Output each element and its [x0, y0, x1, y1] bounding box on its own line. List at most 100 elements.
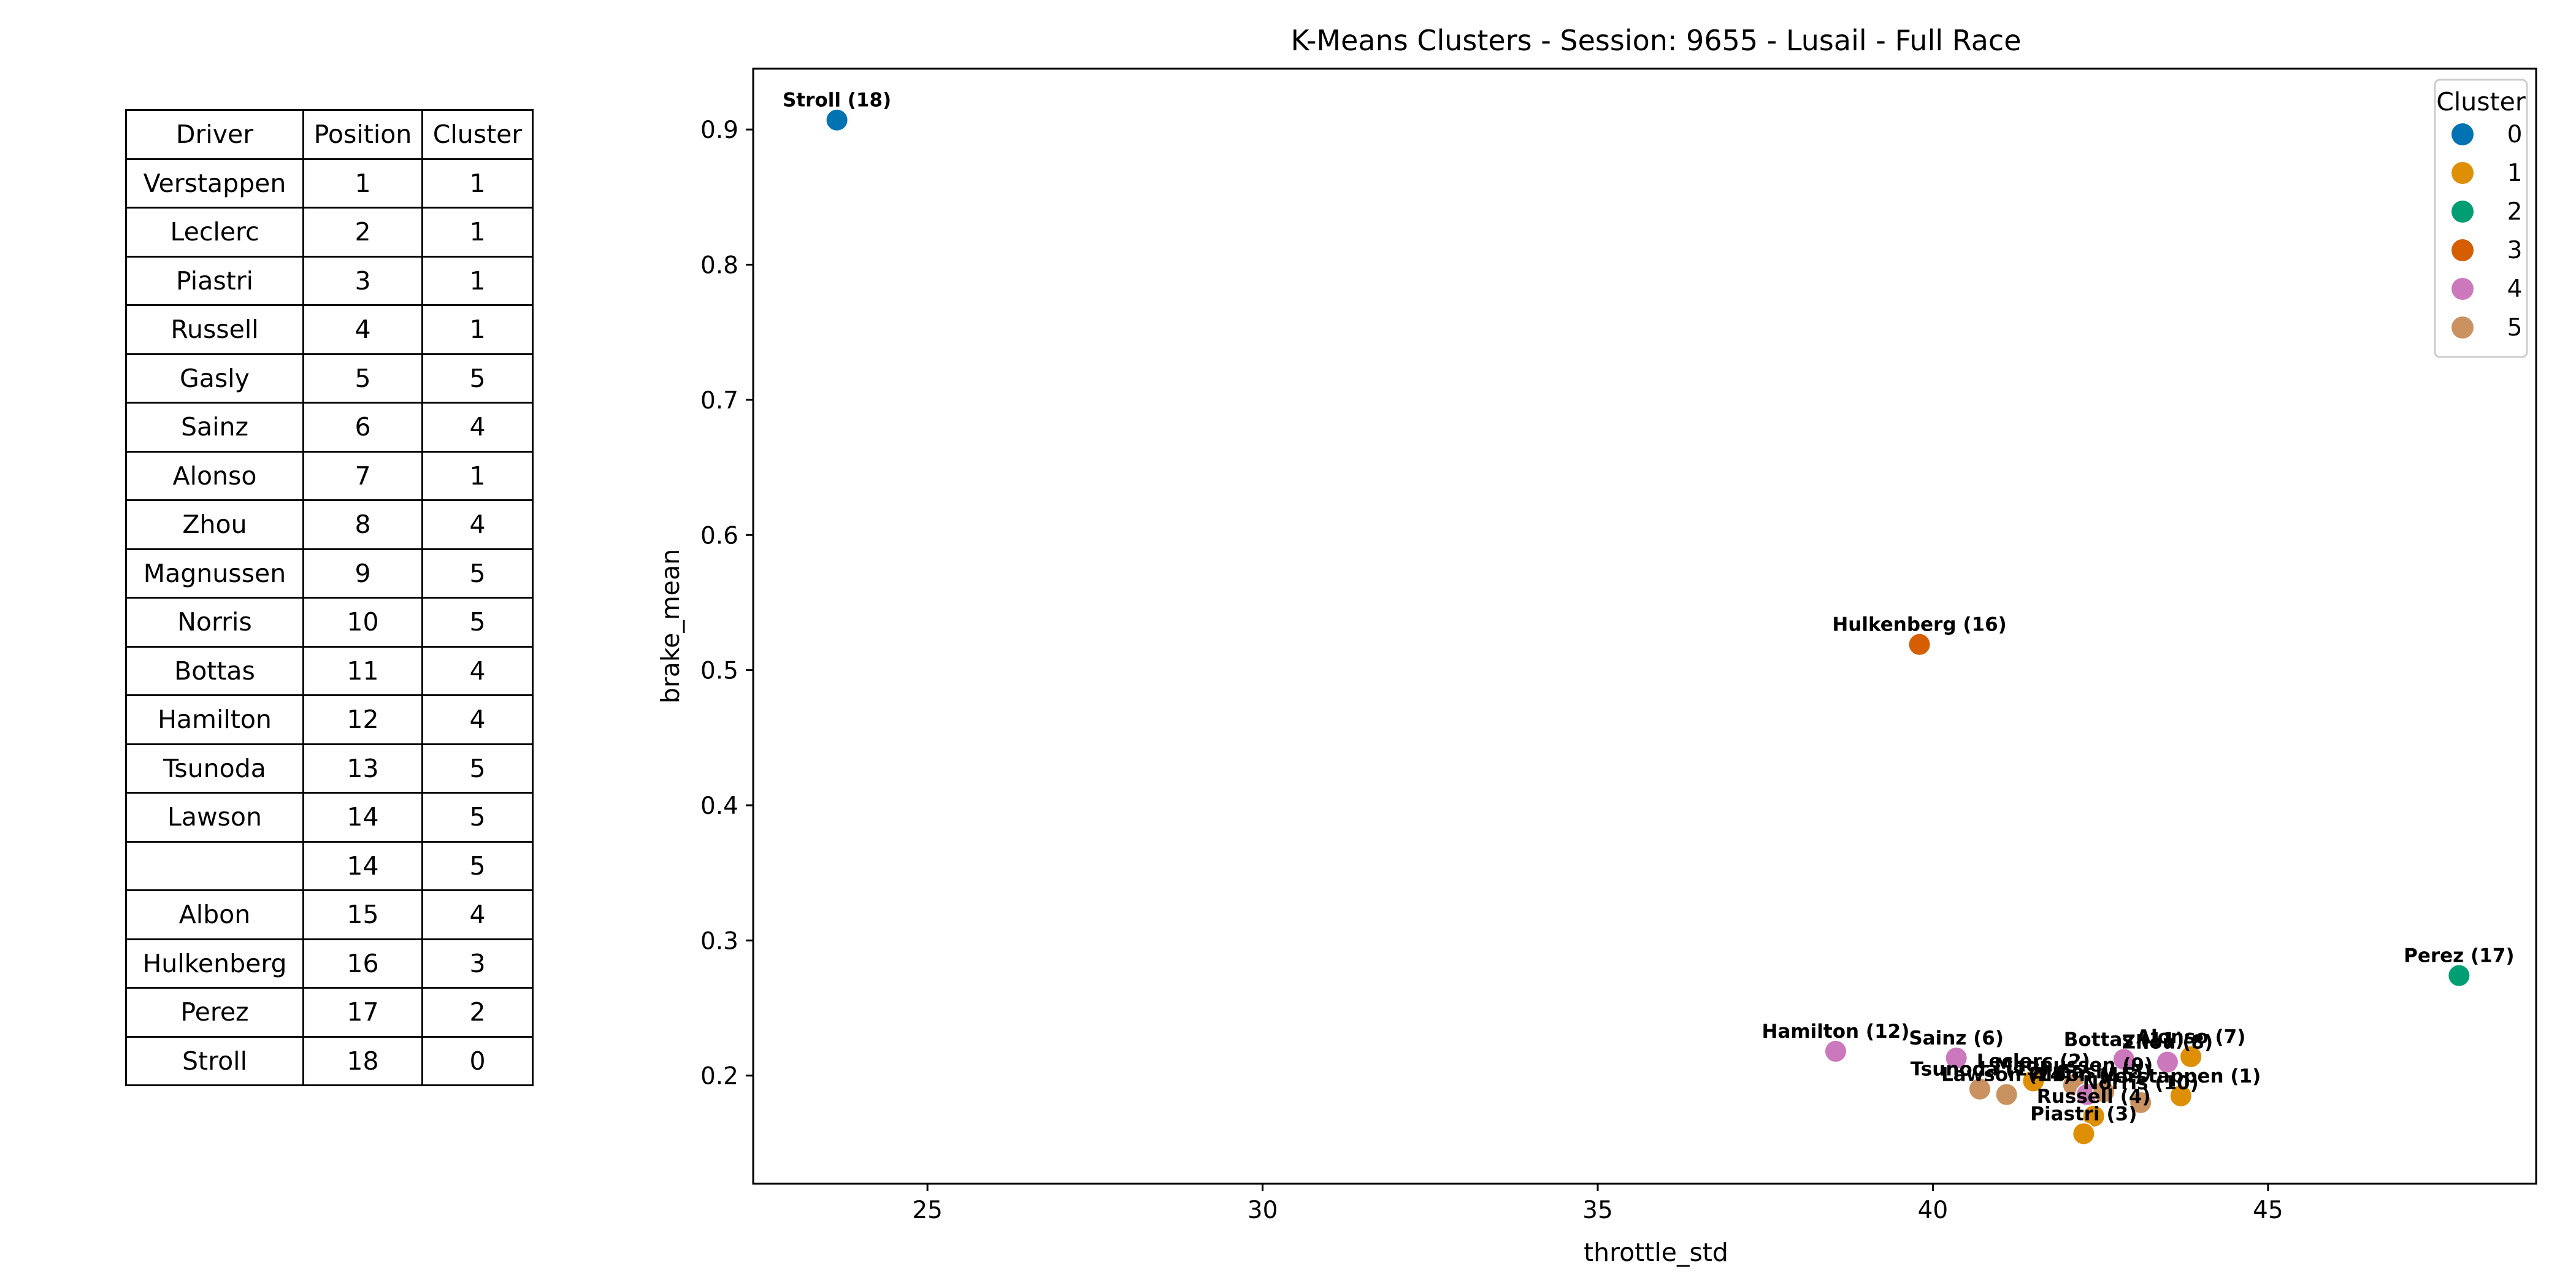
- legend-marker: [2451, 201, 2474, 223]
- data-point: [2155, 1050, 2179, 1074]
- table-row: Sainz 6 4: [125, 402, 534, 453]
- cell-cluster: 1: [421, 158, 534, 209]
- y-tick-label: 0.3: [700, 927, 738, 955]
- cell-position: 15: [302, 889, 423, 940]
- table-row: Hulkenberg 16 3: [125, 938, 534, 989]
- cell-driver: Alonso: [125, 450, 304, 501]
- legend-marker: [2451, 278, 2474, 300]
- column-header-cluster: Cluster: [421, 109, 534, 160]
- table-row: Gasly 5 5: [125, 353, 534, 404]
- point-label: Sainz (6): [1909, 1027, 2004, 1049]
- table-row: Tsunoda 13 5: [125, 743, 534, 794]
- cell-position: 7: [302, 450, 423, 501]
- y-tick-label: 0.4: [700, 792, 738, 820]
- table-header-row: Driver Position Cluster: [125, 109, 534, 160]
- x-tick-label: 45: [2253, 1197, 2283, 1224]
- cell-driver: Gasly: [125, 353, 304, 404]
- cell-cluster: 4: [421, 694, 534, 745]
- data-point: [2112, 1048, 2136, 1071]
- cell-driver: Hamilton: [125, 694, 304, 745]
- y-axis-label: brake_mean: [656, 549, 685, 703]
- point-label: Stroll (18): [783, 90, 891, 112]
- legend: Cluster 0 1 2 3 4 5: [2434, 79, 2528, 358]
- table-row: Russell 4 1: [125, 304, 534, 355]
- chart-title: K-Means Clusters - Session: 9655 - Lusai…: [1290, 24, 2021, 57]
- cell-driver: Stroll: [125, 1035, 304, 1086]
- cell-driver: Perez: [125, 987, 304, 1038]
- legend-title: Cluster: [2436, 87, 2526, 117]
- point-label: Albon (15): [2031, 1064, 2143, 1086]
- data-point: [2022, 1069, 2045, 1093]
- data-point: [1968, 1077, 1991, 1101]
- cell-cluster: 1: [421, 207, 534, 258]
- y-tick-label: 0.8: [700, 252, 738, 280]
- table-row: Lawson 14 5: [125, 792, 534, 843]
- data-point: [1995, 1083, 2018, 1106]
- data-point: [2072, 1122, 2096, 1146]
- point-label: Lawson (14): [1941, 1064, 2072, 1086]
- cell-position: 9: [302, 548, 423, 599]
- cell-cluster: 5: [421, 743, 534, 794]
- legend-marker: [2451, 239, 2474, 261]
- table-row: Alonso 7 1: [125, 450, 534, 501]
- data-point: [2169, 1084, 2193, 1108]
- cell-driver: Norris: [125, 597, 304, 648]
- cell-cluster: 1: [421, 304, 534, 355]
- cell-cluster: 5: [421, 597, 534, 648]
- table-row: Bottas 11 4: [125, 645, 534, 696]
- cell-driver: Lawson: [125, 792, 304, 843]
- legend-label: 5: [2507, 314, 2523, 342]
- table-row: Leclerc 2 1: [125, 207, 534, 258]
- point-label: Leclerc (2): [1977, 1051, 2090, 1073]
- table-row: Norris 10 5: [125, 597, 534, 648]
- cell-driver: Leclerc: [125, 207, 304, 258]
- x-tick-label: 35: [1582, 1197, 1613, 1224]
- data-point: [2082, 1104, 2106, 1128]
- cell-cluster: 1: [421, 450, 534, 501]
- y-tick-label: 0.2: [700, 1063, 738, 1091]
- cell-driver: Zhou: [125, 499, 304, 550]
- cell-cluster: 5: [421, 353, 534, 404]
- point-label: Gasly (5): [2056, 1061, 2152, 1083]
- table-row: Magnussen 9 5: [125, 548, 534, 599]
- table-row: Stroll 18 0: [125, 1035, 534, 1086]
- cell-position: 13: [302, 743, 423, 794]
- cell-cluster: 5: [421, 792, 534, 843]
- cell-cluster: 4: [421, 645, 534, 696]
- legend-marker: [2451, 316, 2474, 339]
- data-point: [2092, 1080, 2116, 1104]
- cell-driver: [125, 840, 304, 891]
- point-label: Russell (4): [2037, 1086, 2151, 1108]
- plot-frame: [752, 67, 2537, 1185]
- cell-driver: Albon: [125, 889, 304, 940]
- legend-entries: 0 1 2 3 4 5: [2451, 121, 2522, 342]
- cell-driver: Russell: [125, 304, 304, 355]
- cell-cluster: 4: [421, 499, 534, 550]
- column-header-position: Position: [302, 109, 423, 160]
- point-label: Bottas (11): [2064, 1029, 2184, 1051]
- data-point: [2129, 1091, 2153, 1114]
- cell-cluster: 0: [421, 1035, 534, 1086]
- cell-position: 14: [302, 840, 423, 891]
- legend-label: 0: [2507, 121, 2523, 148]
- plot-area: Stroll (18) Hulkenberg (16) Perez (17) Hami…: [783, 90, 2515, 1146]
- table-row: Verstappen 1 1: [125, 158, 534, 209]
- table-row: Piastri 3 1: [125, 255, 534, 306]
- data-point: [1907, 632, 1931, 656]
- point-label: Hamilton (12): [1762, 1021, 1910, 1043]
- cell-position: 16: [302, 938, 423, 989]
- cell-position: 12: [302, 694, 423, 745]
- point-label: Magnussen (9): [1995, 1054, 2153, 1076]
- table-row: Hamilton 12 4: [125, 694, 534, 745]
- legend-label: 3: [2507, 237, 2523, 264]
- point-label: Tsunoda (13): [1911, 1059, 2049, 1081]
- results-table: Driver Position Cluster Verstappen 1 1 Lecl…: [125, 109, 534, 1086]
- cell-position: 14: [302, 792, 423, 843]
- cell-driver: Verstappen: [125, 158, 304, 209]
- cell-driver: Piastri: [125, 255, 304, 306]
- point-label: Hulkenberg (16): [1832, 614, 2006, 636]
- cell-position: 2: [302, 207, 423, 258]
- table-body: Verstappen 1 1 Leclerc 2 1 Piastri 3 1 Russell 4 1 G…: [125, 158, 534, 1086]
- data-point: [1823, 1040, 1847, 1064]
